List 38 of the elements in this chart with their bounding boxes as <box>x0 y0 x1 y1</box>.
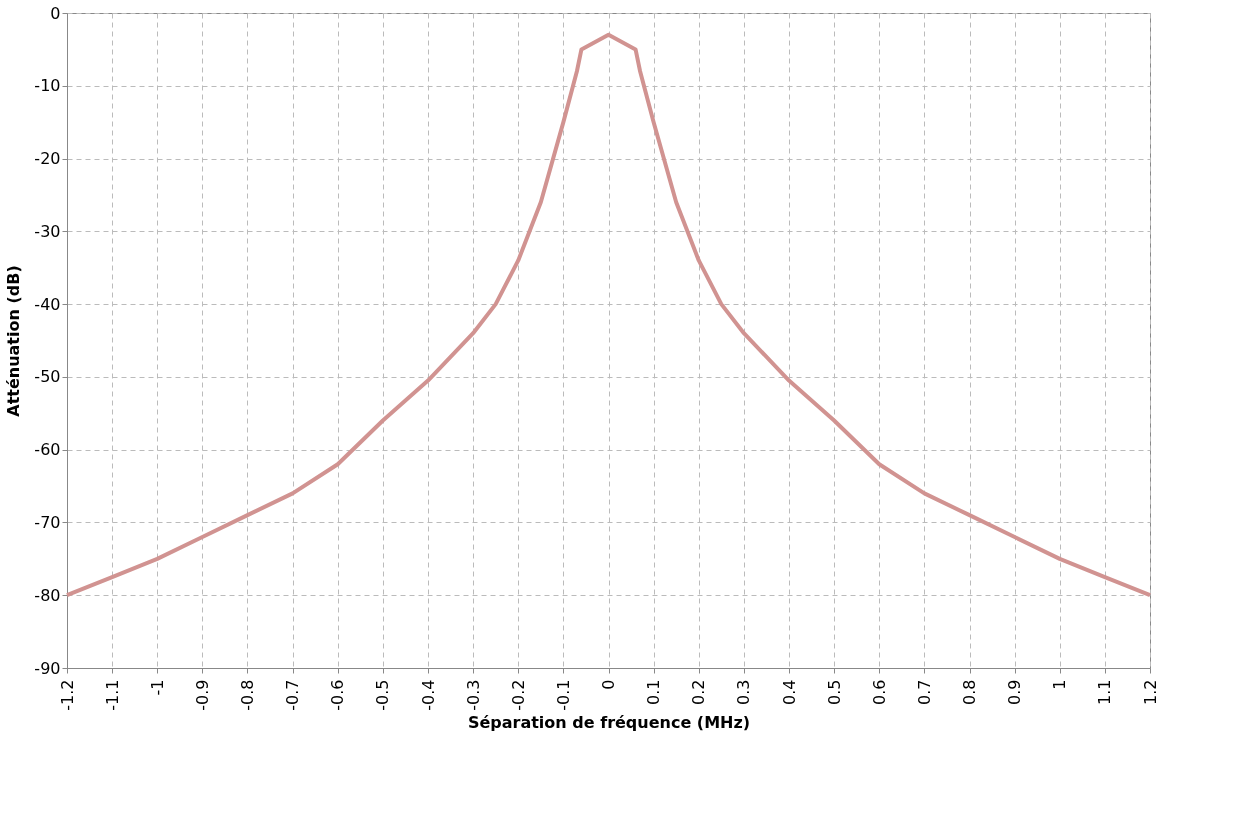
x-tick-label: -0.3 <box>463 679 483 711</box>
x-tick-label: 0.1 <box>644 679 664 705</box>
x-tick-label: 0.6 <box>869 679 889 705</box>
x-tick-label: -1.1 <box>102 679 122 711</box>
y-tick-label: -80 <box>34 585 61 605</box>
x-tick-label: 0.9 <box>1005 679 1025 705</box>
x-tick-label: -0.2 <box>508 679 528 711</box>
y-tick-label: -60 <box>34 440 61 460</box>
x-tick-label: -0.4 <box>418 679 438 711</box>
y-tick-label: -10 <box>34 76 61 96</box>
x-tick-label: -0.7 <box>283 679 303 711</box>
x-tick-label: -0.6 <box>328 679 348 711</box>
x-tick-label: 1 <box>1050 679 1070 690</box>
x-tick-label: 0.2 <box>689 679 709 705</box>
y-tick-label: -30 <box>34 221 61 241</box>
x-tick-label: 1.2 <box>1140 679 1160 705</box>
y-tick-label: -20 <box>34 149 61 169</box>
x-tick-label: 0 <box>599 679 618 690</box>
y-tick-label: -90 <box>34 658 61 678</box>
x-tick-label: -0.5 <box>373 679 393 711</box>
y-tick-label: -50 <box>34 367 61 387</box>
line-series <box>65 32 1152 598</box>
x-tick-label: 0.3 <box>734 679 754 705</box>
x-tick-label: 0.5 <box>824 679 844 705</box>
x-tick-label: 1.1 <box>1095 679 1115 705</box>
x-tick-label: 0.8 <box>960 679 979 705</box>
x-tick-label: 0.4 <box>779 679 799 705</box>
x-tick-label: 0.7 <box>914 679 934 705</box>
y-tick-label: 0 <box>50 3 61 23</box>
x-tick-label: -1 <box>147 679 167 696</box>
y-tick-label: -70 <box>34 512 61 532</box>
y-tick-label: -40 <box>34 294 61 314</box>
x-tick-label: -0.8 <box>238 679 257 711</box>
x-tick-label: -0.1 <box>553 679 573 711</box>
x-axis-title: Séparation de fréquence (MHz) <box>467 712 751 732</box>
x-tick-label: -1.2 <box>57 679 77 711</box>
y-axis-title: Atténuation (dB) <box>4 265 24 417</box>
x-tick-label: -0.9 <box>192 679 212 711</box>
